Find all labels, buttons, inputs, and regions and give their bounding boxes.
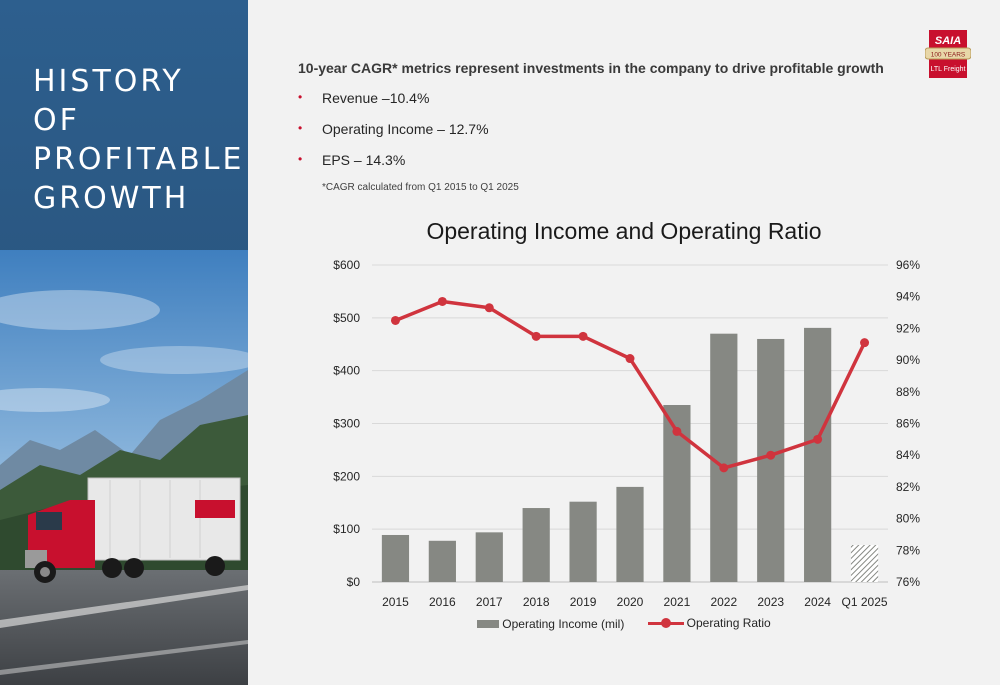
bar [475,532,503,582]
right-tick-label: 88% [896,385,920,399]
logo-brand: SAIA [935,35,961,47]
combo-chart: $0 $100 $200 $300 $400 $500 $600 76% 78% 80% 82% 84… [333,258,920,609]
x-tick-label: 2017 [476,595,503,609]
right-tick-label: 86% [896,417,920,431]
logo-badge: 100 YEARS [931,52,966,59]
bar [757,338,785,582]
bar [850,545,879,582]
bullet-item: • EPS – 14.3% [298,152,489,183]
legend-bar-swatch [477,620,500,628]
x-tick-label: 2023 [757,595,784,609]
line-point [578,331,588,341]
right-tick-label: 84% [896,448,920,462]
left-tick-label: $400 [333,364,360,378]
bar [569,501,597,582]
bar [522,508,550,582]
right-tick-label: 96% [896,258,920,272]
line-point [531,331,541,341]
left-tick-label: $500 [333,311,360,325]
bullet-dot-icon: • [298,121,303,135]
chart-legend: Operating Income (mil) Operating Ratio [248,616,1000,631]
legend-line-swatch [647,618,684,628]
x-tick-label: 2019 [570,595,597,609]
left-tick-label: $0 [347,575,361,589]
logo-sub: LTL Freight [930,66,965,73]
chart-title: Operating Income and Operating Ratio [426,218,822,244]
truck-photo [0,250,248,685]
bar [381,534,410,582]
bullet-text: Revenue –10.4% [322,90,430,106]
x-tick-label: 2021 [664,595,691,609]
x-tick-label: 2018 [523,595,550,609]
legend-label: Operating Income (mil) [502,617,625,631]
bar [428,540,456,582]
right-tick-label: 78% [896,543,920,557]
line-point [484,303,494,313]
bullet-list: • Revenue –10.4% • Operating Income – 12.7… [298,90,489,183]
line-point [813,434,823,444]
right-tick-label: 76% [896,575,920,589]
bullet-item: • Revenue –10.4% [298,90,489,121]
line-point [437,296,447,306]
left-tick-label: $200 [333,469,360,483]
right-tick-label: 82% [896,480,920,494]
bullet-dot-icon: • [298,90,303,104]
right-tick-label: 90% [896,353,920,367]
bullet-dot-icon: • [298,152,303,166]
x-tick-label: 2016 [429,595,456,609]
line-point [625,354,635,364]
legend-item-bar: Operating Income (mil) [477,617,624,631]
x-tick-label: 2022 [710,595,737,609]
line-point [719,463,729,473]
sidebar-title-line: HISTORY OF [33,64,184,138]
left-tick-label: $300 [333,417,360,431]
sidebar-title: HISTORY OF PROFITABLE GROWTH [33,62,245,218]
sidebar-panel: HISTORY OF PROFITABLE GROWTH [0,0,248,685]
line-point [766,450,776,460]
bullet-text: Operating Income – 12.7% [322,121,489,137]
bar [804,327,832,582]
bar [616,486,644,582]
x-tick-label: 2024 [804,595,831,609]
x-tick-label: Q1 2025 [842,595,888,609]
footnote: *CAGR calculated from Q1 2015 to Q1 2025 [322,182,519,193]
x-tick-label: 2015 [382,595,409,609]
line-point [672,426,682,436]
bar [710,333,738,582]
headline: 10-year CAGR* metrics represent investme… [298,60,884,76]
line-point [390,315,400,325]
company-logo: SAIA 100 YEARS LTL Freight [924,30,972,78]
legend-label: Operating Ratio [686,616,771,630]
bullet-text: EPS – 14.3% [322,152,406,168]
right-tick-label: 94% [896,290,920,304]
line-point [860,338,870,348]
right-tick-label: 80% [896,512,920,526]
legend-item-line: Operating Ratio [647,616,771,630]
sidebar-title-line: GROWTH [33,181,190,216]
left-tick-label: $600 [333,258,360,272]
sidebar-title-line: PROFITABLE [33,142,245,177]
x-tick-label: 2020 [617,595,644,609]
bullet-item: • Operating Income – 12.7% [298,121,489,152]
left-tick-label: $100 [333,522,360,536]
operating-ratio-line [394,299,867,470]
right-tick-label: 92% [896,321,920,335]
